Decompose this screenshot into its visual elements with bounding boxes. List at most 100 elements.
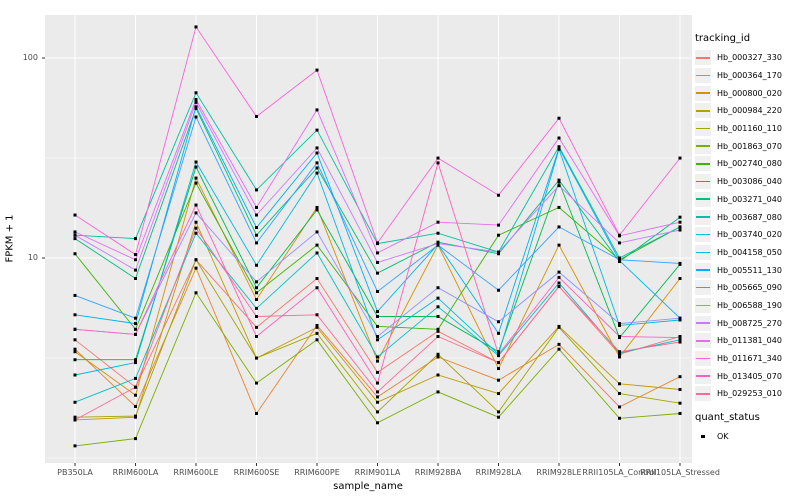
legend-item-Hb_004158_050: Hb_004158_050 <box>695 244 799 262</box>
legend-item-Hb_029253_010: Hb_029253_010 <box>695 385 799 403</box>
data-point <box>618 258 621 262</box>
data-point <box>557 184 561 188</box>
data-point <box>376 241 379 245</box>
data-point <box>678 411 682 415</box>
data-point <box>194 231 198 235</box>
data-point <box>194 203 198 207</box>
data-point <box>73 230 77 234</box>
legend-item-Hb_002740_080: Hb_002740_080 <box>695 155 799 173</box>
data-point <box>315 323 319 327</box>
legend-key-line-icon <box>695 209 711 225</box>
legend-item-label: Hb_005665_090 <box>717 283 782 293</box>
x-tick-label: RRII105LA_Stressed <box>640 468 720 477</box>
data-point <box>376 251 379 255</box>
legend-title-quant-status: quant_status <box>695 411 760 423</box>
x-tick-label: RRIM600LE <box>173 468 219 477</box>
legend-item-label: Hb_029253_010 <box>717 389 782 399</box>
data-point <box>134 258 137 262</box>
data-point <box>497 288 500 292</box>
legend-item-Hb_003740_020: Hb_003740_020 <box>695 226 799 244</box>
y-tick-label: 10 <box>27 253 38 262</box>
data-point <box>436 355 440 359</box>
legend-item-Hb_001160_110: Hb_001160_110 <box>695 120 799 138</box>
data-point <box>194 220 198 224</box>
legend-key-line-icon <box>695 244 711 260</box>
data-point <box>376 310 379 314</box>
data-point <box>497 331 500 335</box>
legend-item-label: Hb_011671_340 <box>717 354 782 364</box>
data-point <box>618 241 621 245</box>
data-point <box>678 316 682 320</box>
data-point <box>678 336 682 340</box>
x-axis-title: sample_name <box>333 481 403 492</box>
data-point <box>497 320 500 324</box>
data-point <box>194 98 198 102</box>
data-point <box>557 146 561 150</box>
data-point <box>618 382 621 386</box>
data-point <box>618 256 621 260</box>
data-point <box>497 410 500 414</box>
data-point <box>73 347 77 351</box>
data-point <box>376 410 379 414</box>
data-point <box>134 322 137 326</box>
data-point <box>255 335 258 339</box>
data-point <box>194 181 198 185</box>
data-point <box>73 252 77 256</box>
data-point <box>436 390 440 394</box>
data-point <box>315 286 319 290</box>
legend-title-tracking-id: tracking_id <box>695 33 751 44</box>
data-point <box>376 400 379 404</box>
legend-item-Hb_006588_190: Hb_006588_190 <box>695 297 799 315</box>
data-point <box>678 220 682 224</box>
data-point <box>557 275 561 279</box>
data-point <box>678 261 682 265</box>
data-point <box>134 316 137 320</box>
data-point <box>678 340 682 344</box>
data-point <box>73 373 77 377</box>
legend-item-label: Hb_003086_040 <box>717 177 782 187</box>
data-point <box>194 258 198 262</box>
data-point <box>255 325 258 329</box>
data-point <box>376 381 379 385</box>
legend-key-line-icon <box>695 386 711 402</box>
data-point <box>134 268 137 272</box>
x-tick-label: PB350LA <box>57 468 93 477</box>
data-point <box>436 242 440 246</box>
data-point <box>134 332 137 336</box>
data-point <box>618 323 621 327</box>
data-point <box>557 243 561 247</box>
data-point <box>376 390 379 394</box>
data-point <box>315 276 319 280</box>
data-point <box>315 171 319 175</box>
legend-items-quant-status: OK <box>695 428 799 446</box>
data-point <box>194 291 198 295</box>
data-point <box>436 286 440 290</box>
legend-key-line-icon <box>695 368 711 384</box>
data-point <box>315 151 319 155</box>
legend-key-line-icon <box>695 351 711 367</box>
data-point <box>436 373 440 377</box>
data-point <box>678 228 682 232</box>
data-point <box>557 178 561 182</box>
legend-item-label: Hb_005511_130 <box>717 265 782 275</box>
legend-item-Hb_011671_340: Hb_011671_340 <box>695 350 799 368</box>
data-point <box>255 411 258 415</box>
x-tick-label: RRIM901LA <box>354 468 401 477</box>
data-point <box>497 415 500 419</box>
data-point <box>376 355 379 359</box>
data-point <box>315 68 319 72</box>
legend-key-line-icon <box>695 156 711 172</box>
x-tick-label: RRIM600LA <box>112 468 159 477</box>
data-point <box>255 291 258 295</box>
data-point <box>194 25 198 29</box>
data-point <box>255 114 258 118</box>
data-point <box>436 156 440 160</box>
data-point <box>557 270 561 274</box>
data-point <box>255 314 258 318</box>
data-point <box>73 444 77 448</box>
legend-item-label: Hb_001863_070 <box>717 141 782 151</box>
data-point <box>315 108 319 112</box>
legend-item-label: OK <box>717 432 729 442</box>
data-point <box>194 211 198 215</box>
